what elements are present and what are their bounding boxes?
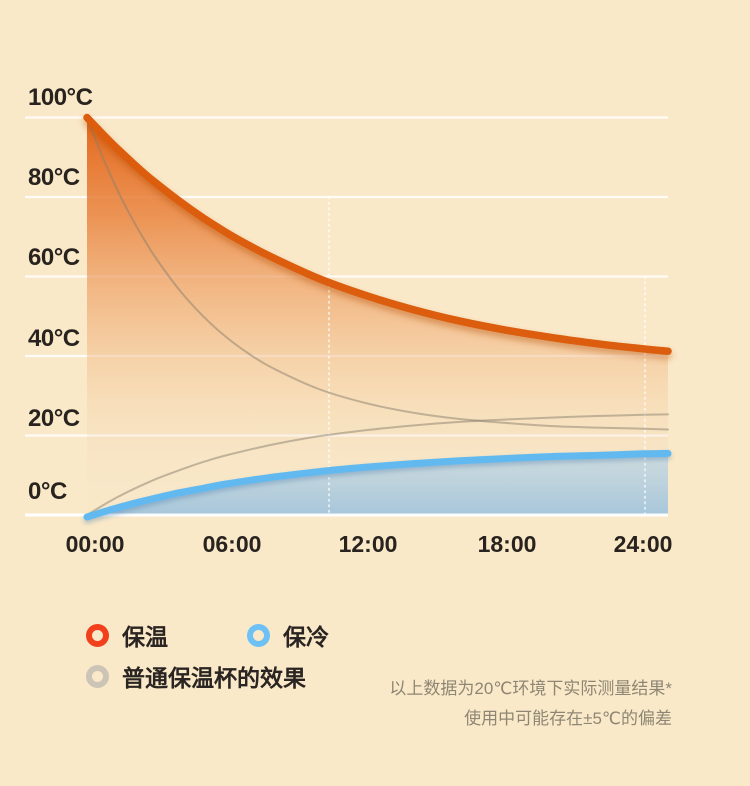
heat-retention-ring-icon [86, 623, 109, 647]
cold-retention-ring-icon [247, 623, 270, 647]
ordinary-cup-ring-icon [86, 664, 109, 688]
legend-item-ordinary-cup: 普通保温杯的效果 [86, 659, 306, 693]
legend-label: 保温 [122, 624, 168, 650]
footnote-line-1: 以上数据为20℃环境下实际测量结果* [389, 679, 672, 698]
legend-label: 保冷 [283, 624, 329, 650]
y-axis-label: 0°C [28, 478, 67, 505]
x-axis-label: 06:00 [202, 531, 262, 557]
x-axis-label: 18:00 [477, 531, 537, 557]
y-axis-label: 60°C [28, 244, 80, 271]
y-axis-label: 40°C [28, 325, 80, 352]
temperature-chart: 100°C 80°C 60°C 40°C 20°C 0°C 00:00 06:0… [25, 84, 673, 557]
x-axis-label: 24:00 [613, 531, 673, 557]
y-axis-label: 80°C [28, 164, 80, 191]
legend-label: 普通保温杯的效果 [122, 665, 306, 691]
footnote-line-2: 使用中可能存在±5℃的偏差 [464, 709, 672, 728]
legend-item-heat-retention: 保温 [86, 618, 168, 652]
legend-item-cold-retention: 保冷 [247, 618, 329, 652]
y-axis-label: 100°C [28, 84, 93, 111]
measurement-disclaimer: 以上数据为20℃环境下实际测量结果* 使用中可能存在±5℃的偏差 [389, 674, 672, 734]
x-axis-label: 12:00 [338, 531, 398, 557]
y-axis-label: 20°C [28, 405, 80, 432]
chart-canvas [25, 113, 672, 521]
x-axis-label: 00:00 [65, 531, 125, 557]
